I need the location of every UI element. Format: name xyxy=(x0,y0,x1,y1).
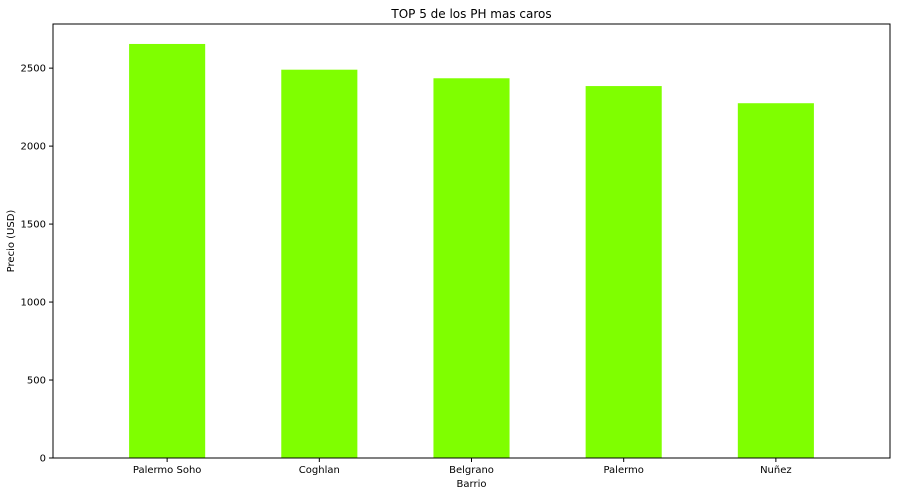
x-tick-label: Palermo xyxy=(603,465,643,476)
chart-title: TOP 5 de los PH mas caros xyxy=(390,7,551,21)
x-tick-label: Coghlan xyxy=(299,465,340,476)
y-tick-label: 1000 xyxy=(21,298,46,309)
plot-area: 0 500 1000 1500 2000 2500 Palermo Soho Coghlan B… xyxy=(21,43,814,476)
y-tick-label: 2000 xyxy=(21,142,46,153)
bar-palermo xyxy=(585,86,662,458)
y-tick-label: 0 xyxy=(40,454,46,465)
x-tick-label: Nuñez xyxy=(760,465,792,476)
x-tick-label: Belgrano xyxy=(449,465,494,476)
y-tick-label: 1500 xyxy=(21,220,46,231)
bar-belgrano xyxy=(433,78,510,458)
y-tick-label: 500 xyxy=(27,376,46,387)
y-axis-label: Precio (USD) xyxy=(6,210,17,273)
y-tick-label: 2500 xyxy=(21,64,46,75)
bar-palermo-soho xyxy=(129,43,206,459)
x-tick-label: Palermo Soho xyxy=(133,465,202,476)
bar-coghlan xyxy=(281,69,358,459)
bar-nu-ez xyxy=(737,103,814,459)
x-axis-label: Barrio xyxy=(457,479,487,490)
plot-frame xyxy=(52,23,891,459)
